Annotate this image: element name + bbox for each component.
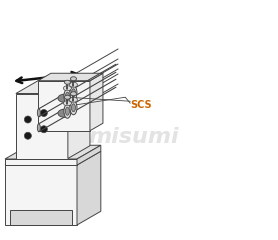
Ellipse shape	[37, 109, 40, 117]
Polygon shape	[16, 94, 68, 158]
Polygon shape	[5, 159, 77, 165]
Ellipse shape	[70, 101, 77, 115]
Ellipse shape	[64, 80, 70, 84]
Polygon shape	[5, 165, 77, 225]
Ellipse shape	[70, 82, 78, 87]
Text: SCS: SCS	[130, 100, 152, 110]
Ellipse shape	[37, 124, 40, 132]
Ellipse shape	[71, 77, 76, 81]
Polygon shape	[77, 145, 101, 165]
Circle shape	[24, 132, 31, 139]
Ellipse shape	[70, 97, 78, 102]
Ellipse shape	[71, 104, 75, 112]
Polygon shape	[5, 145, 101, 159]
Polygon shape	[16, 81, 90, 94]
Circle shape	[40, 109, 47, 116]
Ellipse shape	[58, 94, 70, 102]
Ellipse shape	[71, 92, 76, 96]
Polygon shape	[38, 73, 103, 81]
Ellipse shape	[63, 101, 71, 106]
Polygon shape	[10, 210, 72, 225]
Ellipse shape	[64, 95, 70, 99]
Ellipse shape	[58, 109, 70, 117]
Ellipse shape	[64, 89, 71, 103]
Polygon shape	[90, 73, 103, 131]
Ellipse shape	[70, 86, 77, 100]
Ellipse shape	[71, 89, 75, 97]
Circle shape	[40, 126, 47, 133]
Polygon shape	[77, 151, 101, 225]
Ellipse shape	[65, 92, 70, 100]
Text: misumi: misumi	[88, 127, 179, 147]
Circle shape	[24, 116, 31, 123]
Polygon shape	[38, 81, 90, 131]
Polygon shape	[5, 151, 101, 165]
Ellipse shape	[65, 107, 70, 115]
Polygon shape	[68, 81, 90, 158]
Ellipse shape	[64, 104, 71, 118]
Ellipse shape	[63, 86, 71, 91]
